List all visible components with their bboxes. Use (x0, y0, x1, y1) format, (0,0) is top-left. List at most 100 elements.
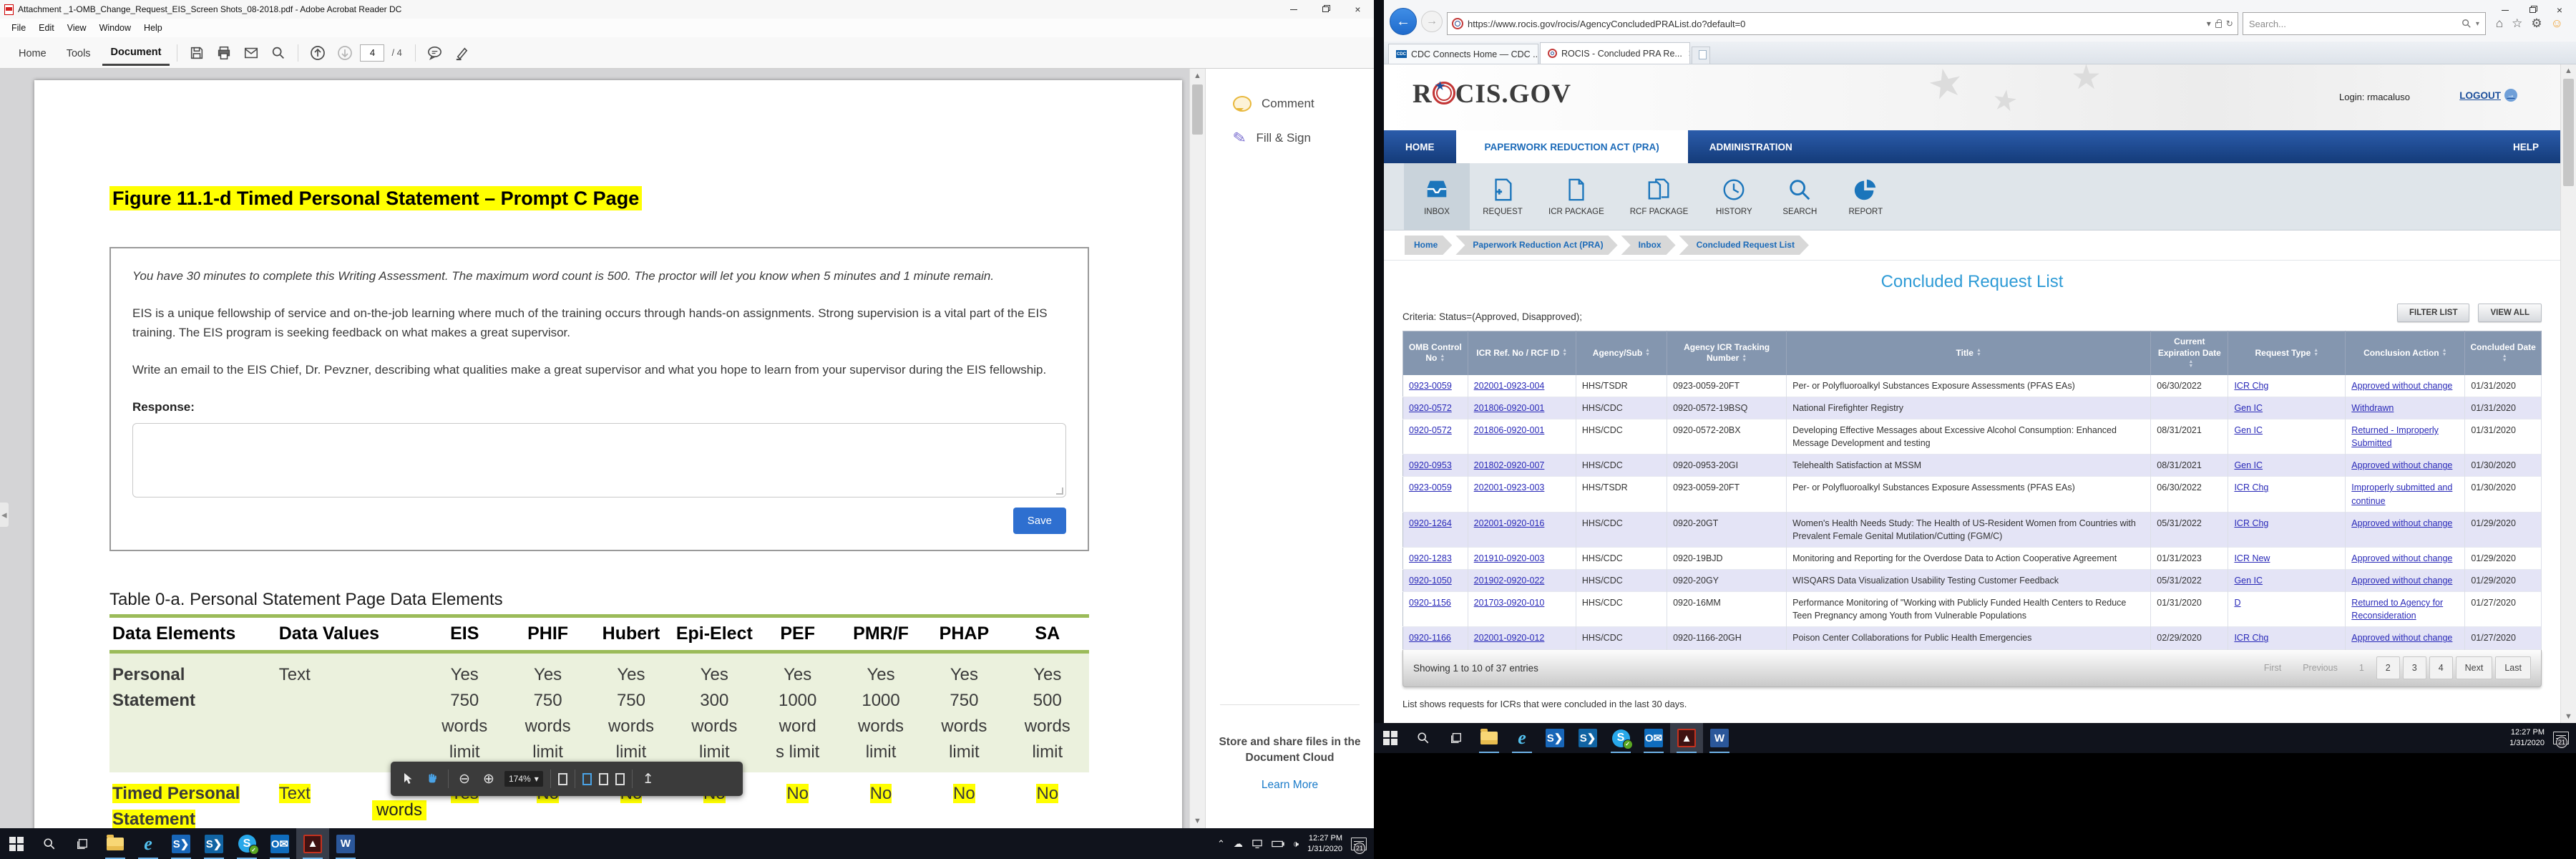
omb-control-link[interactable]: 0920-0572 (1409, 402, 1452, 413)
ie-restore-button[interactable] (2519, 1, 2546, 19)
tab-close-icon[interactable]: ✕ (1688, 49, 1689, 59)
skype-icon[interactable]: S (1604, 723, 1637, 753)
sort-icon[interactable]: ▲ ▼ (1562, 348, 1568, 358)
onedrive-icon[interactable]: ☁ (1233, 838, 1243, 849)
sort-icon[interactable]: ▲ ▼ (2313, 348, 2319, 358)
task-view-icon[interactable] (1440, 723, 1473, 753)
menu-window[interactable]: Window (99, 23, 132, 33)
comment-tool[interactable]: Comment (1206, 87, 1374, 120)
page-number-input[interactable]: 4 (360, 44, 385, 62)
taskbar-search-icon[interactable] (1407, 723, 1440, 753)
icr-ref-link[interactable]: 201806-0920-001 (1473, 425, 1545, 436)
conclusion-action-link[interactable]: Improperly submitted and continue (2351, 482, 2453, 506)
nav-pra[interactable]: PAPERWORK REDUCTION ACT (PRA) (1455, 130, 1688, 163)
omb-control-link[interactable]: 0920-0572 (1409, 425, 1452, 436)
breadcrumb-pra[interactable]: Paperwork Reduction Act (PRA) (1455, 236, 1617, 255)
request-type-link[interactable]: D (2234, 598, 2241, 608)
start-button[interactable] (1374, 723, 1407, 753)
zoom-out-icon[interactable]: ⊖ (459, 771, 470, 787)
omb-control-link[interactable]: 0920-1156 (1409, 598, 1451, 608)
page-2-button[interactable]: 2 (2376, 656, 2400, 680)
tab-tools[interactable]: Tools (66, 47, 91, 59)
tab-document[interactable]: Document (102, 39, 170, 66)
ie-close-button[interactable]: × (2556, 4, 2563, 16)
learn-more-link[interactable]: Learn More (1261, 779, 1319, 791)
comment-bubble-icon[interactable] (423, 42, 447, 64)
ie-scroll-down-arrow[interactable]: ▼ (2565, 712, 2572, 721)
home-icon[interactable]: ⌂ (2495, 16, 2504, 30)
file-explorer-icon[interactable] (1473, 723, 1506, 753)
zoom-in-icon[interactable]: ⊕ (483, 771, 494, 787)
skype-business-icon[interactable]: S❯ (197, 828, 230, 859)
nav-home[interactable]: HOME (1405, 141, 1435, 152)
nav-administration[interactable]: ADMINISTRATION (1709, 141, 1792, 152)
view-all-button[interactable]: VIEW ALL (2478, 304, 2542, 322)
select-tool-icon[interactable] (399, 769, 416, 789)
scroll-up-arrow[interactable]: ▲ (1194, 72, 1201, 80)
tray-chevron-icon[interactable]: ⌃ (1216, 838, 1225, 849)
sort-icon[interactable]: ▲ ▼ (1742, 354, 1747, 364)
tab-rocis-active[interactable]: ROCIS - Concluded PRA Re... ✕ (1540, 42, 1690, 64)
request-type-link[interactable]: Gen IC (2234, 402, 2263, 413)
previous-page-icon[interactable] (306, 42, 330, 64)
conclusion-action-link[interactable]: Approved without change (2351, 460, 2453, 471)
response-textarea[interactable] (132, 422, 1066, 498)
word-icon[interactable]: W (1703, 723, 1736, 753)
conclusion-action-link[interactable]: Returned to Agency for Reconsideration (2351, 598, 2444, 621)
icr-ref-link[interactable]: 201703-0920-010 (1473, 598, 1545, 608)
search-icon[interactable] (266, 42, 291, 64)
collapse-panel-arrow[interactable]: ◂ (0, 503, 9, 527)
skype-business-icon[interactable]: S❯ (1571, 723, 1604, 753)
breadcrumb-inbox[interactable]: Inbox (1621, 236, 1676, 255)
conclusion-action-link[interactable]: Approved without change (2351, 518, 2453, 528)
restore-button[interactable] (1309, 0, 1342, 19)
menu-help[interactable]: Help (144, 23, 162, 33)
new-tab-button[interactable] (1692, 47, 1710, 64)
request-type-link[interactable]: ICR New (2234, 553, 2270, 563)
page-3-button[interactable]: 3 (2402, 656, 2426, 680)
nav-help[interactable]: HELP (2512, 141, 2539, 152)
tab-home[interactable]: Home (19, 47, 47, 59)
conclusion-action-link[interactable]: Approved without change (2351, 576, 2453, 586)
notification-center-icon[interactable]: 21 (2553, 732, 2569, 748)
sort-icon[interactable]: ▲ ▼ (2188, 359, 2194, 369)
page-last-button[interactable]: Last (2495, 656, 2531, 680)
fill-sign-tool[interactable]: ✎ Fill & Sign (1231, 127, 1311, 148)
filter-list-button[interactable]: FILTER LIST (2396, 304, 2470, 322)
toolbar-icr-package[interactable]: ICR PACKAGE (1536, 163, 1617, 230)
sort-icon[interactable]: ▲ ▼ (1440, 354, 1445, 364)
print-icon[interactable] (212, 42, 236, 64)
omb-control-link[interactable]: 0920-1050 (1409, 576, 1452, 586)
toolbar-request[interactable]: REQUEST (1470, 163, 1536, 230)
search-magnifier-icon[interactable] (2462, 19, 2472, 29)
minimize-button[interactable] (1277, 0, 1309, 19)
request-type-link[interactable]: Gen IC (2234, 576, 2263, 586)
sort-icon[interactable]: ▲ ▼ (2441, 348, 2447, 358)
ie-scrollbar[interactable]: ▲ ▼ (2560, 64, 2576, 723)
icr-ref-link[interactable]: 202001-0923-004 (1473, 380, 1545, 391)
request-type-link[interactable]: ICR Chg (2234, 518, 2269, 528)
omb-control-link[interactable]: 0920-1166 (1409, 633, 1451, 644)
icr-ref-link[interactable]: 201802-0920-007 (1473, 460, 1545, 471)
conclusion-action-link[interactable]: Approved without change (2351, 553, 2453, 563)
taskbar-clock[interactable]: 12:27 PM 1/31/2020 (2509, 728, 2545, 747)
icr-ref-link[interactable]: 202001-0920-016 (1473, 518, 1545, 528)
logout-link[interactable]: LOGOUT → (2459, 89, 2517, 102)
page-4-button[interactable]: 4 (2429, 656, 2453, 680)
hand-tool-icon[interactable] (424, 769, 441, 789)
close-button[interactable]: × (1355, 4, 1361, 15)
rocis-logo[interactable]: RCIS.GOV (1413, 79, 1571, 110)
toolbar-inbox[interactable]: INBOX (1404, 163, 1470, 230)
sort-icon[interactable]: ▲ ▼ (1645, 348, 1651, 358)
hide-toolbar-icon[interactable]: ↥ (642, 771, 654, 787)
request-type-link[interactable]: ICR Chg (2234, 380, 2269, 391)
request-type-link[interactable]: ICR Chg (2234, 482, 2269, 493)
sharepoint-icon[interactable]: S❯ (1538, 723, 1571, 753)
internet-explorer-icon[interactable]: e (132, 828, 165, 859)
pdf-document-area[interactable]: Figure 11.1-d Timed Personal Statement –… (0, 69, 1189, 828)
toolbar-search[interactable]: SEARCH (1767, 163, 1833, 230)
file-explorer-icon[interactable] (99, 828, 132, 859)
omb-control-link[interactable]: 0920-1264 (1409, 518, 1452, 528)
request-type-link[interactable]: Gen IC (2234, 460, 2263, 471)
start-button[interactable] (0, 828, 33, 859)
